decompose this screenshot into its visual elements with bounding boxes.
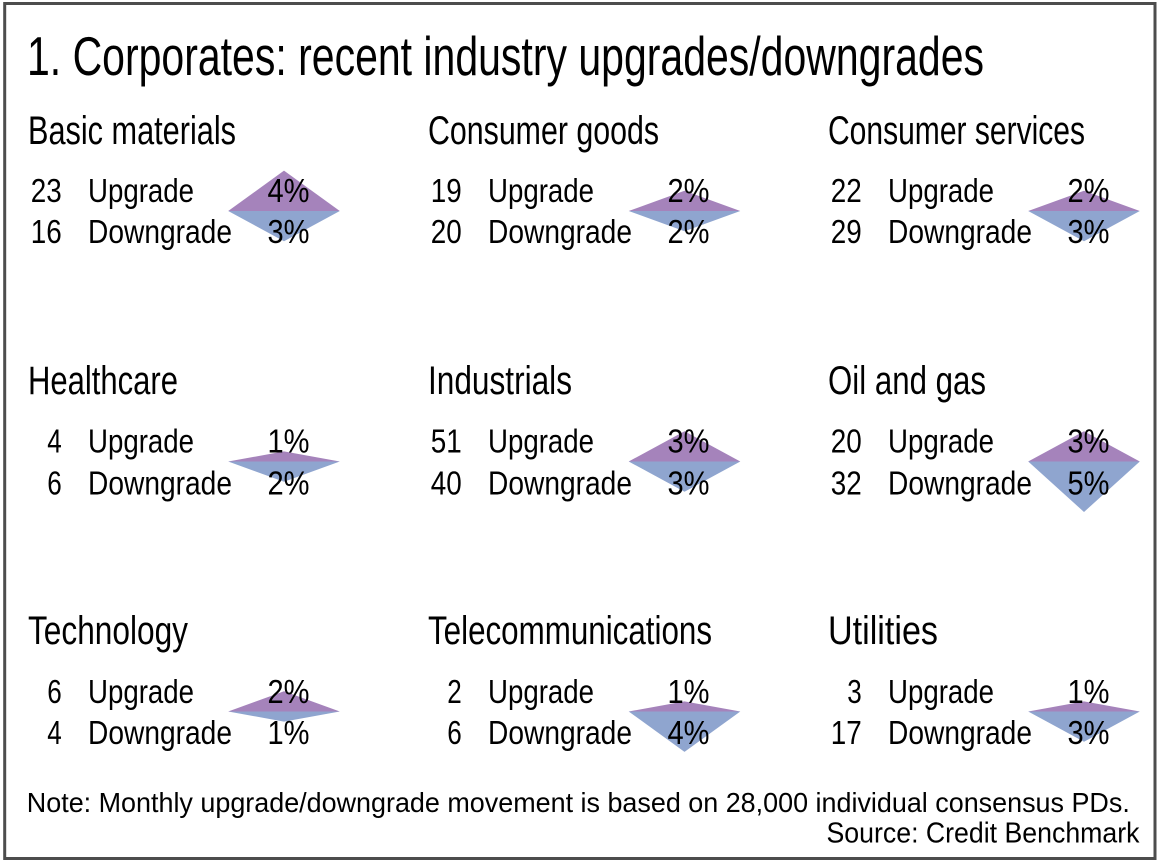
svg-text:Downgrade: Downgrade [88, 213, 232, 250]
svg-text:Telecommunications: Telecommunications [428, 609, 712, 653]
svg-text:Upgrade: Upgrade [88, 673, 194, 710]
svg-text:2%: 2% [268, 464, 310, 501]
svg-text:23: 23 [31, 172, 62, 209]
svg-text:1%: 1% [668, 673, 710, 710]
svg-text:Upgrade: Upgrade [888, 172, 994, 209]
svg-text:3: 3 [847, 673, 862, 710]
svg-text:17: 17 [831, 714, 862, 751]
svg-text:40: 40 [431, 464, 462, 501]
svg-text:6: 6 [47, 464, 62, 501]
svg-text:1%: 1% [268, 714, 310, 751]
svg-text:3%: 3% [1068, 213, 1110, 250]
svg-text:4%: 4% [668, 714, 710, 751]
svg-text:Upgrade: Upgrade [888, 673, 994, 710]
svg-text:22: 22 [831, 172, 862, 209]
svg-text:3%: 3% [1068, 714, 1110, 751]
svg-text:3%: 3% [268, 213, 310, 250]
svg-text:19: 19 [431, 172, 462, 209]
svg-text:Downgrade: Downgrade [488, 213, 632, 250]
svg-text:Source: Credit Benchmark: Source: Credit Benchmark [827, 818, 1140, 850]
svg-text:Downgrade: Downgrade [888, 464, 1032, 501]
svg-text:Oil and gas: Oil and gas [828, 359, 986, 403]
svg-text:2%: 2% [668, 172, 710, 209]
svg-text:4: 4 [47, 714, 62, 751]
svg-text:Utilities: Utilities [828, 609, 938, 653]
svg-text:Downgrade: Downgrade [88, 464, 232, 501]
svg-text:Downgrade: Downgrade [488, 464, 632, 501]
svg-text:4: 4 [47, 423, 62, 460]
svg-text:3%: 3% [1068, 423, 1110, 460]
svg-text:Upgrade: Upgrade [488, 673, 594, 710]
svg-text:2%: 2% [668, 213, 710, 250]
svg-text:Downgrade: Downgrade [888, 213, 1032, 250]
svg-text:51: 51 [431, 423, 462, 460]
svg-text:Upgrade: Upgrade [488, 423, 594, 460]
svg-text:Consumer goods: Consumer goods [428, 109, 659, 153]
svg-text:2%: 2% [268, 673, 310, 710]
svg-text:20: 20 [831, 423, 862, 460]
svg-text:20: 20 [431, 213, 462, 250]
svg-text:6: 6 [447, 714, 462, 751]
svg-text:3%: 3% [668, 423, 710, 460]
svg-text:29: 29 [831, 213, 862, 250]
svg-text:32: 32 [831, 464, 862, 501]
svg-text:Consumer services: Consumer services [828, 109, 1085, 153]
svg-text:Technology: Technology [28, 609, 188, 653]
svg-text:Upgrade: Upgrade [88, 423, 194, 460]
svg-text:Upgrade: Upgrade [88, 172, 194, 209]
svg-text:Basic materials: Basic materials [28, 109, 236, 153]
svg-text:Downgrade: Downgrade [888, 714, 1032, 751]
svg-text:6: 6 [47, 673, 62, 710]
svg-text:5%: 5% [1068, 464, 1110, 501]
svg-text:Note: Monthly upgrade/downgrad: Note: Monthly upgrade/downgrade movement… [27, 787, 1130, 818]
svg-text:Downgrade: Downgrade [88, 714, 232, 751]
svg-text:16: 16 [31, 213, 62, 250]
svg-text:3%: 3% [668, 464, 710, 501]
svg-text:1%: 1% [1068, 673, 1110, 710]
svg-text:Healthcare: Healthcare [28, 359, 178, 403]
svg-text:Upgrade: Upgrade [488, 172, 594, 209]
svg-text:1. Corporates: recent industry: 1. Corporates: recent industry upgrades/… [27, 25, 984, 87]
svg-text:Upgrade: Upgrade [888, 423, 994, 460]
svg-text:4%: 4% [268, 172, 310, 209]
svg-text:Industrials: Industrials [428, 359, 572, 403]
svg-text:2%: 2% [1068, 172, 1110, 209]
svg-text:2: 2 [447, 673, 462, 710]
svg-text:Downgrade: Downgrade [488, 714, 632, 751]
svg-text:1%: 1% [268, 423, 310, 460]
